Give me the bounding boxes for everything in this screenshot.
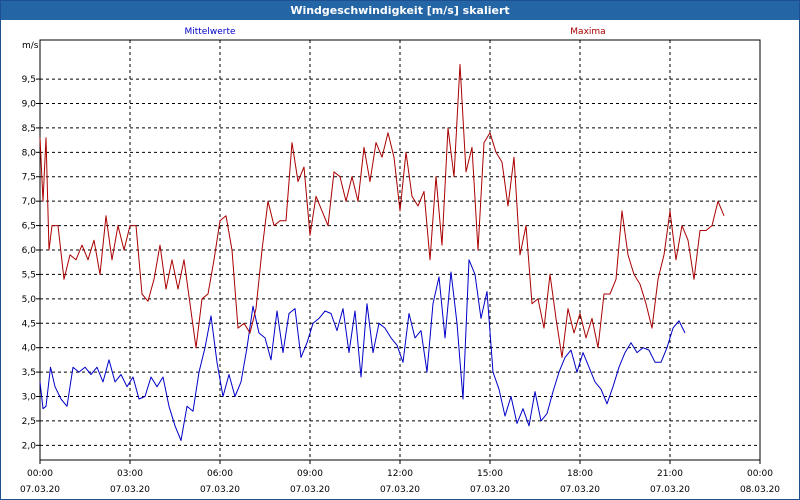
- series-line-maxima: [39, 63, 725, 358]
- x-tick-time-label: 00:00: [27, 469, 53, 479]
- x-tick-date-label: 07.03.20: [110, 485, 150, 495]
- y-tick-label: 2,0: [22, 441, 37, 451]
- x-tick-date-label: 07.03.20: [290, 485, 330, 495]
- legend-max: Maxima: [570, 27, 605, 37]
- x-tick-date-label: 07.03.20: [470, 485, 510, 495]
- y-tick-label: 9,0: [22, 99, 37, 109]
- x-tick-date-label: 08.03.20: [740, 485, 780, 495]
- y-tick-label: 2,5: [22, 417, 36, 427]
- y-tick-label: 8,5: [22, 124, 36, 134]
- x-tick-date-label: 07.03.20: [560, 485, 600, 495]
- x-tick-time-label: 15:00: [477, 469, 503, 479]
- series-line-mittelwerte: [39, 259, 686, 441]
- x-axis-ticks: 00:00 07.03.20 03:00 07.03.20 06:00 07.03.20 0…: [20, 460, 780, 495]
- y-tick-label: 7,0: [22, 197, 37, 207]
- x-tick-time-label: 09:00: [297, 469, 323, 479]
- x-tick-time-label: 00:00: [747, 469, 773, 479]
- x-tick-date-label: 07.03.20: [200, 485, 240, 495]
- y-tick-label: 4,5: [22, 319, 36, 329]
- y-tick-label: 6,5: [22, 222, 36, 232]
- legend-mean: Mittelwerte: [184, 27, 235, 37]
- x-tick-date-label: 07.03.20: [380, 485, 420, 495]
- series-lines: [39, 63, 725, 441]
- x-tick-time-label: 18:00: [567, 469, 593, 479]
- grid-lines: [40, 40, 760, 460]
- y-tick-label: 9,5: [22, 75, 36, 85]
- y-tick-label: 3,0: [22, 393, 37, 403]
- x-tick-time-label: 03:00: [117, 469, 143, 479]
- x-tick-time-label: 21:00: [657, 469, 683, 479]
- y-tick-label: 6,0: [22, 246, 37, 256]
- window-title: Windgeschwindigkeit [m/s] skaliert: [1, 1, 799, 20]
- y-tick-label: 5,5: [22, 270, 36, 280]
- x-tick-date-label: 07.03.20: [650, 485, 690, 495]
- x-tick-time-label: 06:00: [207, 469, 233, 479]
- y-axis-ticks: 2,0 2,5 3,0 3,5 4,0 4,5 5,0 5,5 6,0 6,5 7,0 7,5 8,0 8…: [22, 75, 40, 451]
- y-tick-label: 5,0: [22, 295, 37, 305]
- y-tick-label: 7,5: [22, 173, 36, 183]
- y-tick-label: 8,0: [22, 148, 37, 158]
- y-tick-label: 3,5: [22, 368, 36, 378]
- y-axis-unit-label: m/s: [22, 41, 39, 51]
- y-tick-label: 4,0: [22, 344, 37, 354]
- x-tick-time-label: 12:00: [387, 469, 413, 479]
- x-tick-date-label: 07.03.20: [20, 485, 60, 495]
